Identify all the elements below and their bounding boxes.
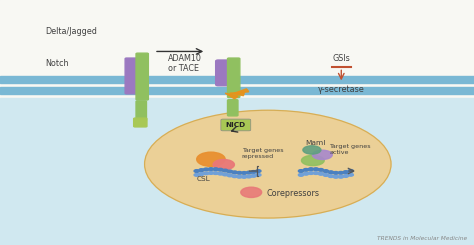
- Circle shape: [308, 168, 314, 171]
- FancyBboxPatch shape: [221, 119, 251, 131]
- Circle shape: [343, 175, 348, 177]
- Circle shape: [338, 172, 343, 174]
- Circle shape: [194, 173, 199, 176]
- Circle shape: [303, 172, 309, 175]
- FancyBboxPatch shape: [136, 101, 146, 121]
- FancyBboxPatch shape: [134, 118, 147, 127]
- Circle shape: [251, 174, 256, 177]
- Circle shape: [223, 169, 228, 172]
- FancyBboxPatch shape: [228, 58, 240, 98]
- Text: GSIs: GSIs: [332, 54, 350, 63]
- Circle shape: [343, 171, 348, 173]
- Bar: [0, 0, 474, 98]
- Bar: [0, 76, 474, 83]
- Circle shape: [333, 175, 338, 178]
- Circle shape: [333, 172, 338, 174]
- Circle shape: [203, 168, 209, 171]
- Circle shape: [328, 175, 333, 177]
- Circle shape: [246, 175, 251, 178]
- Circle shape: [246, 171, 251, 174]
- Circle shape: [241, 172, 246, 174]
- Circle shape: [348, 170, 353, 172]
- Circle shape: [227, 170, 232, 173]
- Circle shape: [209, 168, 213, 171]
- Text: Notch: Notch: [45, 59, 69, 68]
- Text: TRENDS in Molecular Medicine: TRENDS in Molecular Medicine: [377, 236, 467, 241]
- Wedge shape: [225, 93, 238, 99]
- Ellipse shape: [145, 110, 391, 218]
- Circle shape: [256, 174, 261, 176]
- Circle shape: [203, 172, 209, 175]
- Circle shape: [199, 173, 204, 175]
- Ellipse shape: [197, 152, 225, 166]
- Circle shape: [348, 173, 353, 176]
- Circle shape: [303, 169, 309, 171]
- Circle shape: [313, 172, 319, 174]
- Text: Corepressors: Corepressors: [266, 189, 319, 198]
- Circle shape: [223, 173, 228, 176]
- Circle shape: [213, 168, 219, 171]
- FancyBboxPatch shape: [228, 100, 238, 116]
- Circle shape: [323, 174, 328, 176]
- Circle shape: [213, 172, 219, 174]
- Circle shape: [318, 169, 324, 171]
- Circle shape: [237, 175, 242, 178]
- Ellipse shape: [241, 187, 262, 197]
- Circle shape: [251, 171, 256, 173]
- Circle shape: [232, 171, 237, 174]
- Circle shape: [218, 168, 223, 171]
- Circle shape: [256, 170, 261, 172]
- Ellipse shape: [303, 146, 321, 154]
- Circle shape: [308, 172, 314, 174]
- Ellipse shape: [301, 155, 324, 166]
- Text: Maml: Maml: [305, 140, 325, 146]
- Circle shape: [299, 170, 304, 172]
- Text: CSL: CSL: [197, 176, 211, 182]
- Circle shape: [232, 175, 237, 178]
- Circle shape: [194, 170, 199, 172]
- Bar: [0, 98, 474, 245]
- Circle shape: [199, 169, 204, 171]
- Ellipse shape: [312, 150, 332, 159]
- Text: Delta/Jagged: Delta/Jagged: [45, 27, 97, 36]
- Circle shape: [313, 168, 319, 171]
- Ellipse shape: [213, 159, 234, 170]
- FancyBboxPatch shape: [125, 58, 138, 94]
- Circle shape: [318, 172, 324, 175]
- Text: Target genes
active: Target genes active: [329, 144, 371, 155]
- Circle shape: [323, 170, 328, 172]
- Wedge shape: [235, 89, 249, 93]
- Circle shape: [328, 171, 333, 173]
- Circle shape: [218, 172, 223, 175]
- Circle shape: [241, 175, 246, 178]
- Circle shape: [299, 173, 304, 176]
- Circle shape: [227, 174, 232, 177]
- Text: γ-secretase: γ-secretase: [318, 85, 365, 94]
- Wedge shape: [230, 92, 244, 96]
- Bar: [0, 87, 474, 94]
- FancyBboxPatch shape: [136, 53, 148, 100]
- Text: NICD: NICD: [226, 122, 246, 128]
- Circle shape: [209, 172, 213, 174]
- Circle shape: [237, 172, 242, 174]
- Circle shape: [338, 175, 343, 178]
- Text: Target genes
repressed: Target genes repressed: [242, 148, 283, 159]
- Text: ADAM10
or TACE: ADAM10 or TACE: [168, 54, 202, 74]
- FancyBboxPatch shape: [216, 60, 231, 86]
